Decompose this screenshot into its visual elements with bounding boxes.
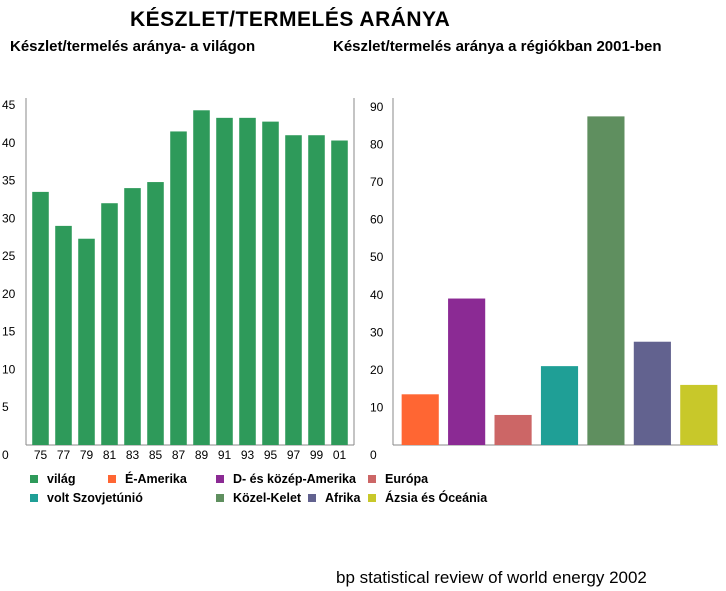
world-bar bbox=[170, 131, 187, 445]
legend-label: világ bbox=[47, 472, 76, 486]
world-chart: 0 5 10 15 20 25 30 35 40 45 75 77 79 81 83 85 87 89 91 93 95… bbox=[2, 98, 355, 462]
right-y-tick-label: 30 bbox=[370, 325, 384, 339]
legend-swatch-icon bbox=[368, 475, 376, 483]
world-bar bbox=[78, 238, 95, 445]
world-bar bbox=[55, 225, 72, 445]
legend-swatch-icon bbox=[30, 475, 38, 483]
legend-swatch-icon bbox=[216, 475, 224, 483]
legend-item: Afrika bbox=[308, 491, 360, 505]
left-x-tick-label: 99 bbox=[310, 448, 324, 462]
region-bar bbox=[540, 366, 579, 445]
legend-item: Európa bbox=[368, 472, 428, 486]
region-bar bbox=[448, 298, 486, 445]
world-bar bbox=[216, 117, 233, 445]
left-y-tick-label: 10 bbox=[2, 362, 16, 376]
left-x-tick-label: 83 bbox=[126, 448, 140, 462]
left-x-tick-label: 97 bbox=[287, 448, 301, 462]
world-bar bbox=[331, 140, 348, 445]
left-y-tick-label: 20 bbox=[2, 287, 16, 301]
left-y-tick-label: 5 bbox=[2, 400, 9, 414]
left-x-tick-label: 89 bbox=[195, 448, 209, 462]
region-bar bbox=[494, 414, 532, 445]
left-chart-title: Készlet/termelés aránya- a világon bbox=[10, 38, 256, 55]
right-y-tick-label: 40 bbox=[370, 288, 384, 302]
left-y-tick-label: 45 bbox=[2, 98, 16, 112]
legend-item: D- és közép-Amerika bbox=[216, 472, 356, 486]
world-bar bbox=[32, 191, 49, 445]
left-y-tick-label: 0 bbox=[2, 448, 9, 462]
world-bar bbox=[285, 135, 302, 445]
region-bar bbox=[680, 384, 718, 445]
legend-swatch-icon bbox=[368, 494, 376, 502]
right-y-tick-label: 60 bbox=[370, 213, 384, 227]
left-y-tick-label: 30 bbox=[2, 211, 16, 225]
region-bar bbox=[587, 116, 625, 445]
world-bar bbox=[124, 188, 141, 445]
legend-item: Ázsia és Óceánia bbox=[368, 491, 487, 505]
left-y-tick-label: 25 bbox=[2, 249, 16, 263]
legend-swatch-icon bbox=[108, 475, 116, 483]
left-y-tick-label: 15 bbox=[2, 325, 16, 339]
main-title: KÉSZLET/TERMELÉS ARÁNYA bbox=[130, 8, 451, 31]
left-x-tick-label: 93 bbox=[241, 448, 255, 462]
legend-label: volt Szovjetúnió bbox=[47, 491, 143, 505]
left-x-tick-label: 91 bbox=[218, 448, 232, 462]
legend-label: Ázsia és Óceánia bbox=[385, 491, 488, 505]
world-bar bbox=[147, 182, 164, 446]
left-x-tick-label: 01 bbox=[333, 448, 347, 462]
right-y-tick-label: 90 bbox=[370, 100, 384, 114]
left-x-tick-label: 77 bbox=[57, 448, 71, 462]
right-chart-title: Készlet/termelés aránya a régiókban 2001… bbox=[333, 38, 662, 55]
regions-chart: 0 10 20 30 40 50 60 70 80 90 bbox=[370, 98, 718, 462]
legend-item: É-Amerika bbox=[108, 472, 187, 486]
legend-swatch-icon bbox=[308, 494, 316, 502]
right-y-tick-label: 50 bbox=[370, 250, 384, 264]
right-y-tick-label: 80 bbox=[370, 138, 384, 152]
legend-label: É-Amerika bbox=[125, 472, 187, 486]
left-x-tick-label: 85 bbox=[149, 448, 163, 462]
world-bar bbox=[262, 121, 279, 445]
left-x-tick-label: 87 bbox=[172, 448, 186, 462]
left-x-tick-label: 81 bbox=[103, 448, 117, 462]
world-bar bbox=[193, 110, 210, 446]
legend-swatch-icon bbox=[30, 494, 38, 502]
world-bar bbox=[239, 117, 256, 445]
source-credit: bp statistical review of world energy 20… bbox=[336, 568, 647, 587]
left-y-tick-label: 40 bbox=[2, 136, 16, 150]
region-bar bbox=[401, 394, 439, 445]
legend-swatch-icon bbox=[216, 494, 224, 502]
legend-item: volt Szovjetúnió bbox=[30, 491, 143, 505]
right-y-tick-label: 10 bbox=[370, 400, 384, 414]
left-x-tick-label: 75 bbox=[34, 448, 48, 462]
right-y-tick-label: 70 bbox=[370, 175, 384, 189]
left-y-tick-label: 35 bbox=[2, 174, 16, 188]
world-bar bbox=[101, 203, 118, 445]
right-y-tick-label: 0 bbox=[370, 448, 377, 462]
legend-label: Európa bbox=[385, 472, 429, 486]
legend-label: D- és közép-Amerika bbox=[233, 472, 356, 486]
world-bar bbox=[308, 135, 325, 445]
legend-item: Közel-Kelet bbox=[216, 491, 301, 505]
region-bar bbox=[633, 341, 671, 445]
right-y-tick-label: 20 bbox=[370, 363, 384, 377]
legend-label: Közel-Kelet bbox=[233, 491, 302, 505]
left-x-tick-label: 95 bbox=[264, 448, 278, 462]
left-x-tick-label: 79 bbox=[80, 448, 94, 462]
legend-item: világ bbox=[30, 472, 76, 486]
legend-label: Afrika bbox=[325, 491, 361, 505]
